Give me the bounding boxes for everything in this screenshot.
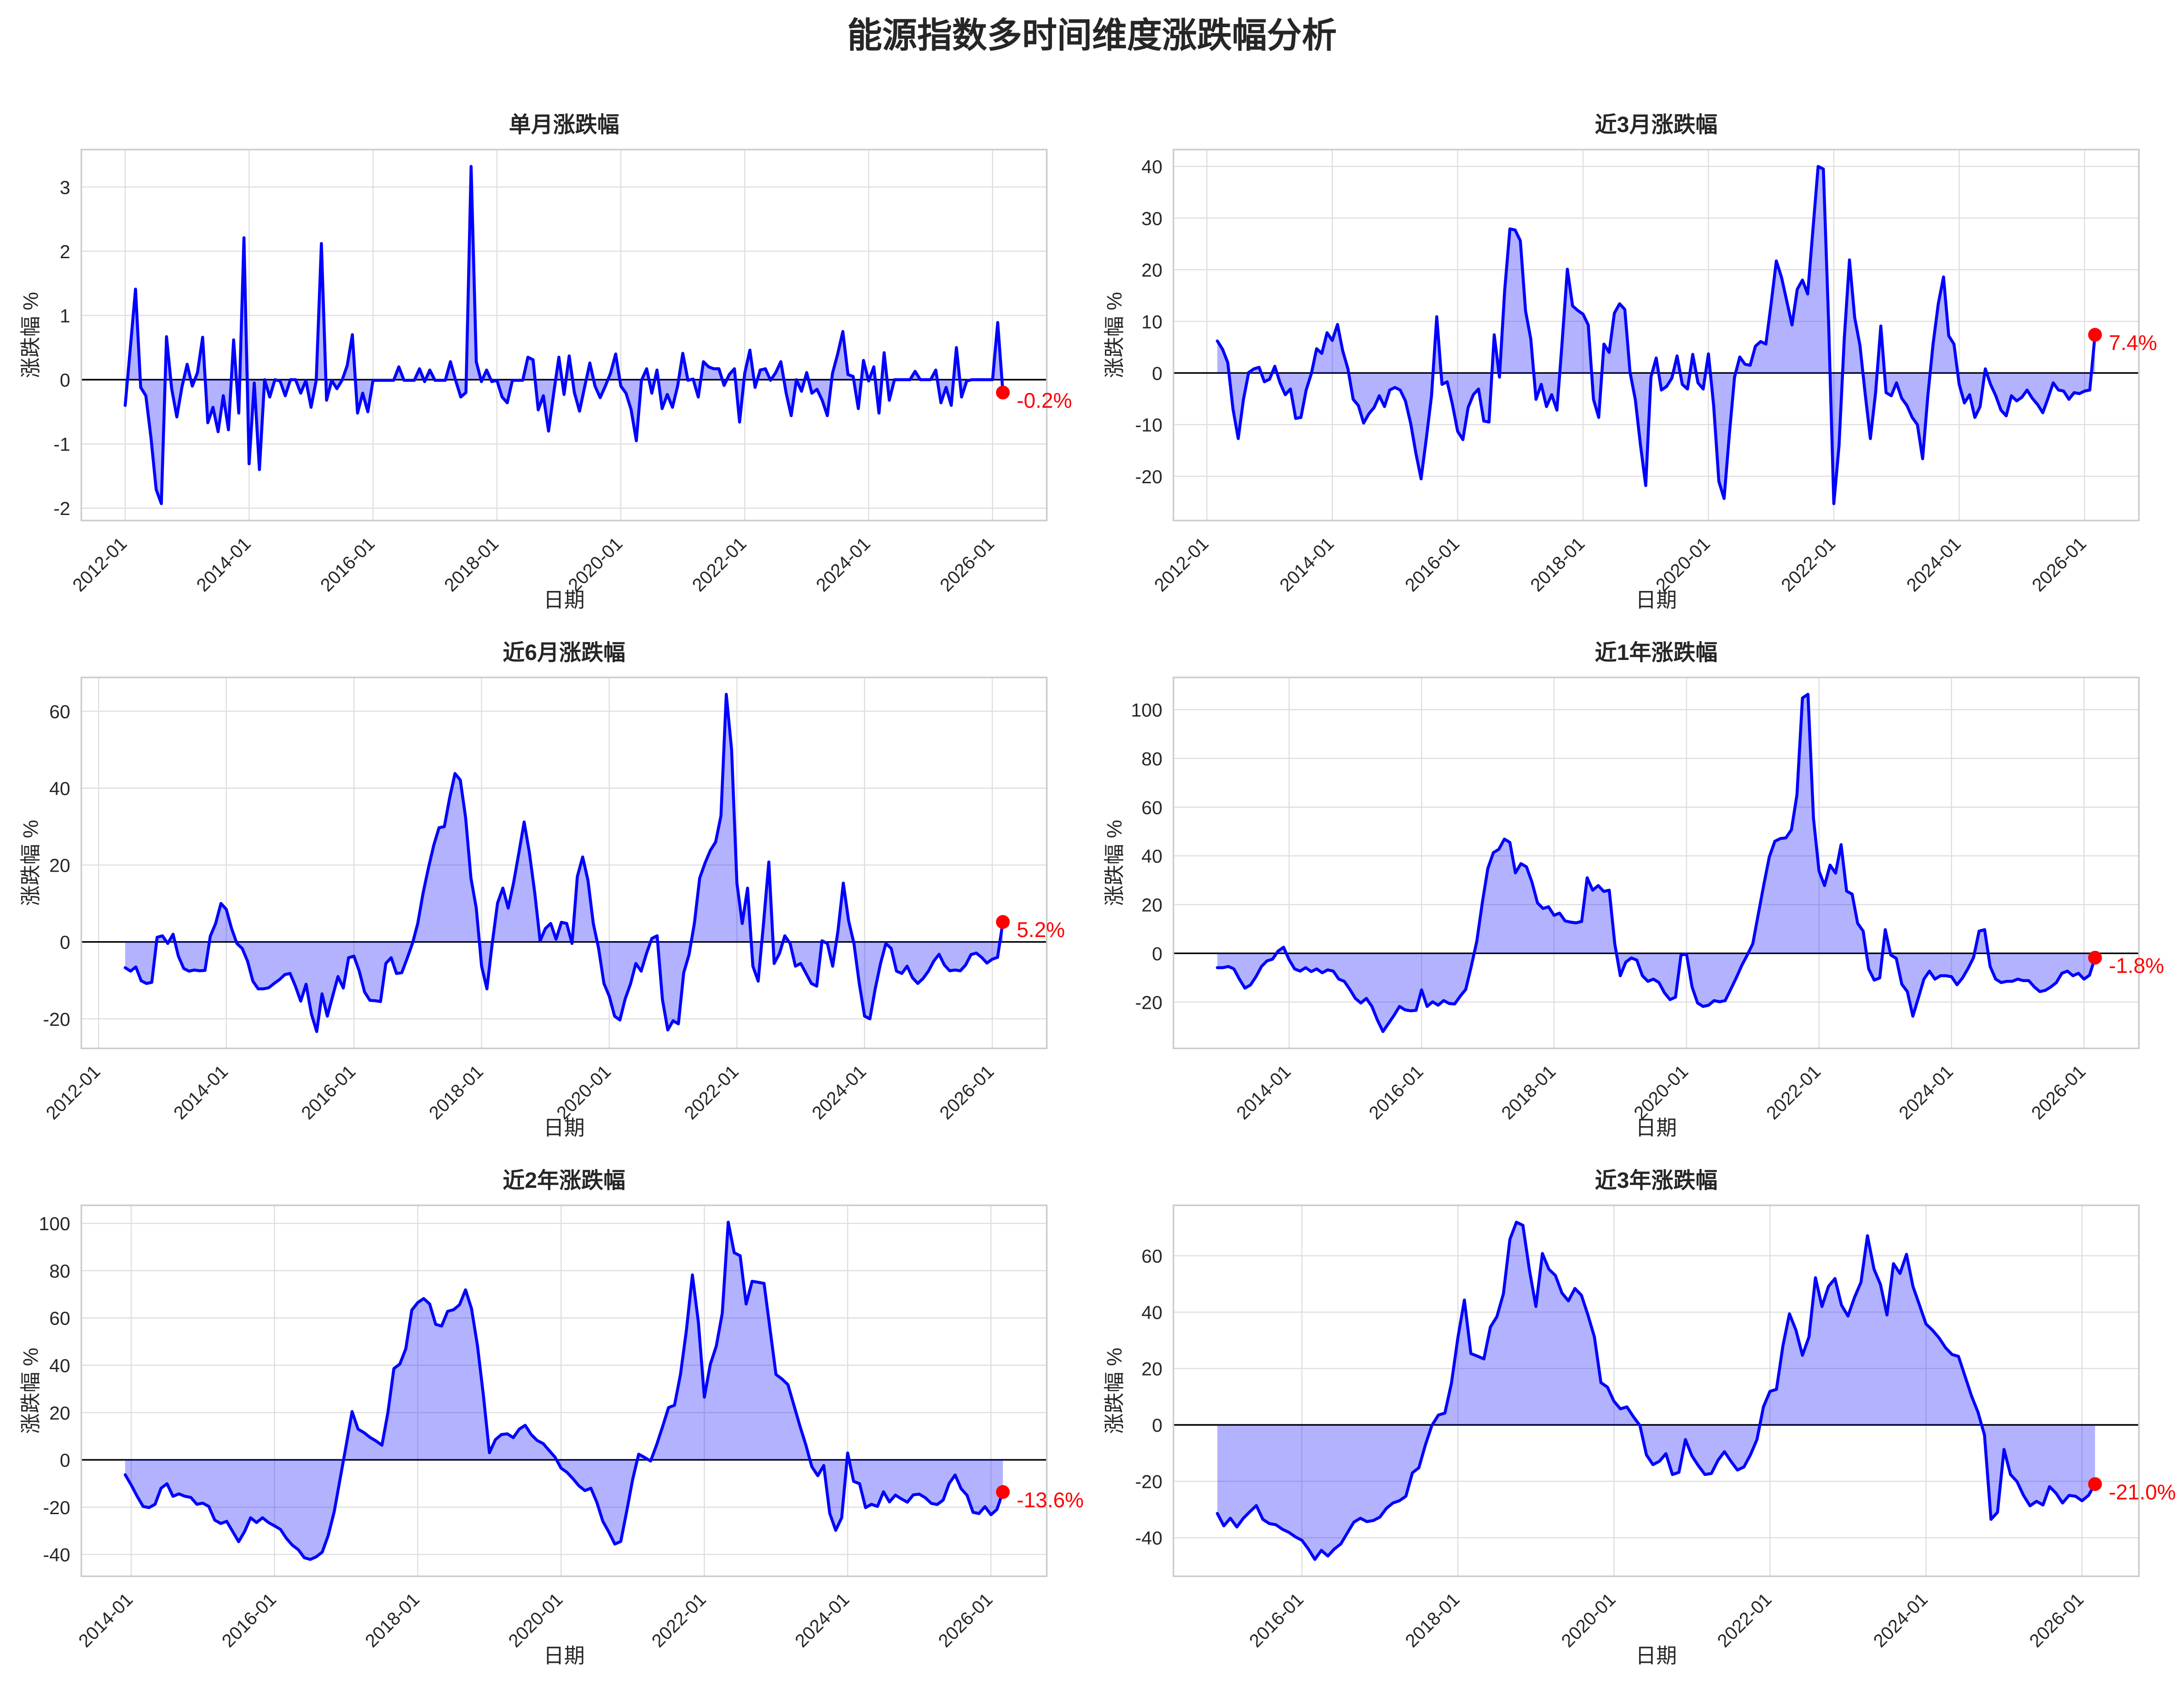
last-value-annotation: -0.2% xyxy=(1017,388,1072,412)
y-tick-label: 2 xyxy=(60,241,70,262)
area-fill xyxy=(1217,1222,2095,1560)
y-tick-label: 20 xyxy=(1141,260,1162,281)
y-tick-label: 20 xyxy=(49,1402,70,1423)
y-tick-label: -20 xyxy=(43,1009,70,1030)
y-tick-label: 60 xyxy=(1141,797,1162,818)
axes-frame xyxy=(81,677,1048,1049)
series-line xyxy=(123,165,1005,505)
y-axis-label: 涨跌幅 % xyxy=(1103,292,1126,378)
y-tick-label: -20 xyxy=(1135,1471,1162,1493)
subplot-title: 近2年涨跌幅 xyxy=(503,1169,625,1193)
y-tick-label: 40 xyxy=(1141,156,1162,178)
area-fill xyxy=(1217,694,2095,1032)
axes-frame xyxy=(81,1204,1048,1577)
subplot-title: 近3年涨跌幅 xyxy=(1595,1169,1718,1193)
y-tick-label: -40 xyxy=(1135,1527,1162,1549)
axes-background xyxy=(81,150,1047,521)
axes-frame xyxy=(1173,677,2140,1049)
axes-background xyxy=(1173,1205,2139,1576)
y-tick-label: -20 xyxy=(43,1497,70,1518)
series-line xyxy=(1216,165,2097,505)
series-line xyxy=(1216,1221,2097,1561)
last-value-annotation: 5.2% xyxy=(1017,918,1065,942)
y-tick-label: 0 xyxy=(60,370,70,391)
y-axis-label: 涨跌幅 % xyxy=(1103,1348,1126,1434)
axes-background xyxy=(81,677,1047,1048)
last-point-marker xyxy=(996,915,1010,929)
y-tick-label: 0 xyxy=(1152,943,1162,964)
last-value-annotation: 7.4% xyxy=(2109,330,2157,354)
y-tick-label: 0 xyxy=(60,932,70,953)
y-tick-label: -20 xyxy=(1135,992,1162,1013)
y-tick-label: 60 xyxy=(49,1308,70,1329)
y-tick-label: 30 xyxy=(1141,208,1162,229)
y-axis-label: 涨跌幅 % xyxy=(19,1348,42,1434)
y-tick-label: 40 xyxy=(49,778,70,799)
y-tick-label: 10 xyxy=(1141,311,1162,332)
x-axis-label: 日期 xyxy=(1635,1644,1677,1667)
y-axis-label: 涨跌幅 % xyxy=(1103,820,1126,906)
x-axis-label: 日期 xyxy=(543,1116,585,1140)
last-point-marker xyxy=(2088,1477,2102,1491)
y-axis-label: 涨跌幅 % xyxy=(19,292,42,378)
y-tick-label: 80 xyxy=(49,1261,70,1282)
axes-frame xyxy=(1173,149,2140,521)
last-point-marker xyxy=(2088,328,2102,342)
axes-background xyxy=(1173,150,2139,521)
last-point-marker xyxy=(996,1485,1010,1499)
last-value-annotation: -1.8% xyxy=(2109,954,2164,978)
y-tick-label: 40 xyxy=(49,1355,70,1377)
y-tick-label: 20 xyxy=(1141,1359,1162,1380)
area-fill xyxy=(125,694,1003,1032)
series-line xyxy=(123,1221,1005,1561)
x-axis-label: 日期 xyxy=(1635,588,1677,612)
y-axis-label: 涨跌幅 % xyxy=(19,820,42,906)
y-tick-label: -20 xyxy=(1135,466,1162,487)
axes-background xyxy=(1173,677,2139,1048)
subplot-title: 单月涨跌幅 xyxy=(509,113,619,137)
subplot-title: 近3月涨跌幅 xyxy=(1595,113,1718,137)
y-tick-label: 3 xyxy=(60,177,70,198)
y-tick-label: 40 xyxy=(1141,846,1162,867)
series-line xyxy=(123,693,1005,1033)
y-tick-label: 40 xyxy=(1141,1302,1162,1323)
y-tick-label: -1 xyxy=(53,434,70,455)
figure-title: 能源指数多时间维度涨跌幅分析 xyxy=(847,16,1337,55)
axes-background xyxy=(81,1205,1047,1576)
y-tick-label: 100 xyxy=(39,1213,70,1234)
y-tick-label: 80 xyxy=(1141,748,1162,769)
axes-frame xyxy=(1173,1204,2140,1577)
last-point-marker xyxy=(996,385,1010,399)
y-tick-label: 60 xyxy=(1141,1246,1162,1267)
y-tick-label: 20 xyxy=(1141,895,1162,916)
y-tick-label: 0 xyxy=(1152,363,1162,384)
subplot-title: 近1年涨跌幅 xyxy=(1595,641,1718,665)
y-tick-label: -10 xyxy=(1135,415,1162,436)
y-tick-label: 1 xyxy=(60,305,70,326)
last-value-annotation: -21.0% xyxy=(2109,1480,2176,1504)
y-tick-label: 0 xyxy=(1152,1415,1162,1436)
axes-frame xyxy=(81,149,1048,521)
x-axis-label: 日期 xyxy=(543,588,585,612)
last-value-annotation: -13.6% xyxy=(1017,1488,1084,1512)
last-point-marker xyxy=(2088,950,2102,965)
y-tick-label: 60 xyxy=(49,701,70,722)
y-tick-label: 100 xyxy=(1131,700,1162,721)
y-tick-label: 0 xyxy=(60,1450,70,1471)
y-tick-label: -2 xyxy=(53,498,70,519)
y-tick-label: 20 xyxy=(49,855,70,876)
x-axis-label: 日期 xyxy=(543,1644,585,1667)
y-tick-label: -40 xyxy=(43,1545,70,1566)
x-axis-label: 日期 xyxy=(1635,1116,1677,1140)
subplot-title: 近6月涨跌幅 xyxy=(503,641,625,665)
series-line xyxy=(1216,693,2097,1033)
